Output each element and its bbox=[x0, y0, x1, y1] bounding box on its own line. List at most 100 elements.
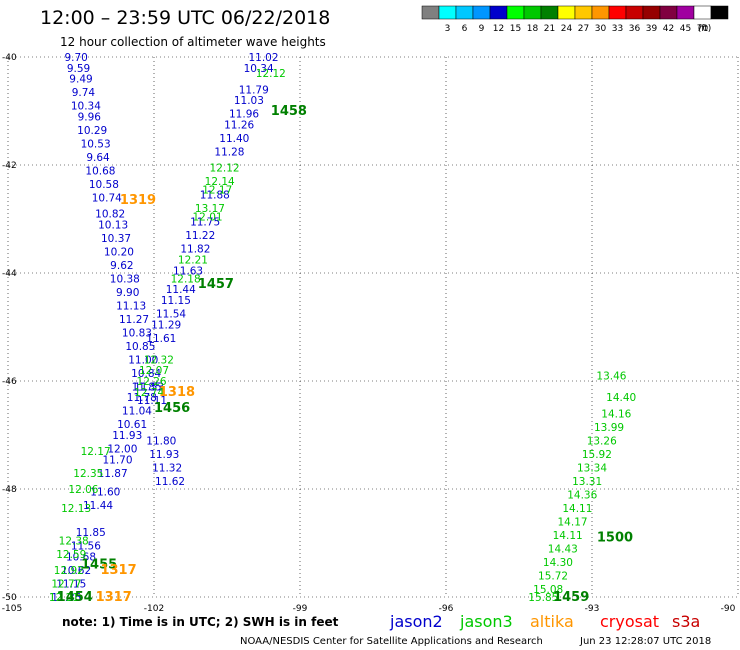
wave-height-value: 12.17 bbox=[202, 184, 232, 196]
wave-height-value: 12.32 bbox=[144, 354, 174, 366]
legend-jason3: jason3 bbox=[459, 612, 513, 631]
wave-height-value: 11.00 bbox=[128, 354, 158, 366]
wave-height-value: 11.88 bbox=[200, 190, 230, 202]
wave-height-value: 11.22 bbox=[185, 230, 215, 242]
pass-time-label: 1318 bbox=[159, 385, 195, 400]
wave-height-value: 11.85 bbox=[76, 527, 106, 539]
wave-height-value: 11.93 bbox=[112, 430, 142, 442]
wave-height-value: 12.12 bbox=[210, 163, 240, 175]
satellite-legend: jason2 jason3 altika cryosat s3a bbox=[389, 612, 700, 631]
color-scale-label: 70 bbox=[697, 24, 709, 34]
footer-note: note: 1) Time is in UTC; 2) SWH is in fe… bbox=[62, 615, 339, 629]
wave-height-value: 10.13 bbox=[98, 219, 128, 231]
y-tick-label: -40 bbox=[2, 53, 17, 63]
wave-height-value: 11.63 bbox=[173, 265, 203, 277]
color-scale-bin bbox=[625, 5, 644, 20]
color-scale-bin bbox=[438, 5, 457, 20]
wave-height-value: 11.87 bbox=[98, 468, 128, 480]
wave-height-value: 9.49 bbox=[69, 74, 92, 86]
wave-height-value: 13.17 bbox=[195, 203, 225, 215]
wave-height-value: 10.74 bbox=[92, 192, 122, 204]
y-tick-label: -46 bbox=[2, 377, 17, 387]
x-tick-label: -99 bbox=[293, 604, 308, 614]
wave-height-value: 11.70 bbox=[102, 454, 132, 466]
color-scale-label: 24 bbox=[561, 24, 573, 34]
legend-s3a: s3a bbox=[672, 612, 700, 631]
x-tick-label: -90 bbox=[721, 604, 736, 614]
pass-time-label: 1317 bbox=[100, 563, 136, 578]
wave-height-value: 11.56 bbox=[71, 541, 101, 553]
y-tick-label: -42 bbox=[2, 161, 17, 171]
wave-height-value: 12.21 bbox=[178, 255, 208, 267]
wave-height-value: 14.11 bbox=[553, 530, 583, 542]
wave-height-value: 13.31 bbox=[572, 476, 602, 488]
y-tick-label: -50 bbox=[2, 593, 17, 603]
wave-height-value: 11.79 bbox=[239, 84, 269, 96]
wave-height-value: 11.27 bbox=[119, 314, 149, 326]
wave-height-value: 12.26 bbox=[137, 376, 167, 388]
color-scale-bin bbox=[710, 5, 729, 20]
wave-height-value: 12.21 bbox=[49, 592, 79, 604]
legend-altika: altika bbox=[530, 612, 574, 631]
wave-height-value: 10.20 bbox=[104, 246, 134, 258]
wave-height-value: 13.34 bbox=[577, 462, 607, 474]
chart-subtitle: 12 hour collection of altimeter wave hei… bbox=[60, 35, 326, 49]
wave-height-value: 11.13 bbox=[116, 300, 146, 312]
wave-height-value: 13.46 bbox=[596, 371, 626, 383]
wave-height-value: 10.53 bbox=[81, 138, 111, 150]
color-scale-bin bbox=[523, 5, 542, 20]
wave-height-value: 11.44 bbox=[83, 500, 113, 512]
color-scale-bin bbox=[455, 5, 474, 20]
color-scale-bin bbox=[421, 5, 440, 20]
pass-time-label: 1319 bbox=[120, 193, 156, 208]
wave-height-value: 10.62 bbox=[61, 565, 91, 577]
wave-height-value: 9.59 bbox=[67, 63, 90, 75]
pass-labels: 1458 1457 1456 1455 1454 1500 1459 1319 1318 1317… bbox=[57, 104, 633, 605]
color-scale-label: 27 bbox=[578, 24, 589, 34]
wave-height-value: 11.15 bbox=[56, 579, 86, 591]
wave-height-value: 12.35 bbox=[73, 468, 103, 480]
pass-time-label: 1317 bbox=[96, 590, 132, 605]
wave-height-value: 15.92 bbox=[582, 449, 612, 461]
wave-height-value: 12.14 bbox=[205, 176, 235, 188]
wave-height-value: 14.30 bbox=[543, 557, 573, 569]
wave-height-value: 10.68 bbox=[85, 165, 115, 177]
wave-height-value: 13.26 bbox=[587, 435, 617, 447]
color-scale-bin bbox=[506, 5, 525, 20]
color-scale-label: 30 bbox=[595, 24, 607, 34]
wave-height-value: 10.38 bbox=[110, 273, 140, 285]
wave-height-value: 11.04 bbox=[122, 406, 152, 418]
wave-height-value: 11.61 bbox=[146, 333, 176, 345]
color-scale-bin bbox=[591, 5, 610, 20]
wave-height-value: 11.93 bbox=[149, 449, 179, 461]
wave-height-value: 12.12 bbox=[256, 68, 286, 80]
wave-height-value: 12.59 bbox=[56, 549, 86, 561]
wave-height-value: 15.08 bbox=[533, 584, 563, 596]
wave-height-value: 9.96 bbox=[78, 111, 102, 123]
wave-height-value: 11.62 bbox=[155, 476, 185, 488]
pass-time-label: 1455 bbox=[81, 558, 117, 573]
wave-height-value: 13.99 bbox=[594, 422, 624, 434]
color-scale-label: 45 bbox=[680, 24, 691, 34]
color-scale-label: 3 bbox=[445, 24, 451, 34]
axis-ticks: -105 -102 -99 -96 -93 -90 -40 -42 -44 -46 -48 -50 bbox=[2, 53, 736, 614]
x-tick-label: -93 bbox=[585, 604, 600, 614]
color-scale-bin bbox=[693, 5, 712, 20]
chart-title: 12:00 – 23:59 UTC 06/22/2018 bbox=[40, 7, 330, 29]
wave-height-value: 11.02 bbox=[248, 52, 278, 64]
data-points: 9.709.599.499.7410.349.9610.2910.539.641… bbox=[49, 52, 636, 604]
color-scale-bin bbox=[557, 5, 576, 20]
wave-height-value: 14.16 bbox=[601, 408, 631, 420]
wave-height-value: 12.74 bbox=[134, 387, 164, 399]
pass-time-label: 1500 bbox=[597, 531, 633, 546]
color-scale-label: 21 bbox=[544, 24, 555, 34]
wave-height-value: 9.74 bbox=[72, 87, 96, 99]
wave-height-value: 11.44 bbox=[166, 284, 196, 296]
wave-height-value: 11.03 bbox=[234, 95, 264, 107]
legend-cryosat: cryosat bbox=[600, 612, 659, 631]
pass-time-label: 1454 bbox=[57, 590, 93, 605]
wave-height-value: 11.75 bbox=[190, 217, 220, 229]
wave-height-value: 9.90 bbox=[116, 287, 139, 299]
color-scale: 3 6 9 12 15 18 21 24 27 30 33 36 39 42 45 70(ft) bbox=[421, 5, 729, 34]
wave-height-value: 15.72 bbox=[538, 570, 568, 582]
